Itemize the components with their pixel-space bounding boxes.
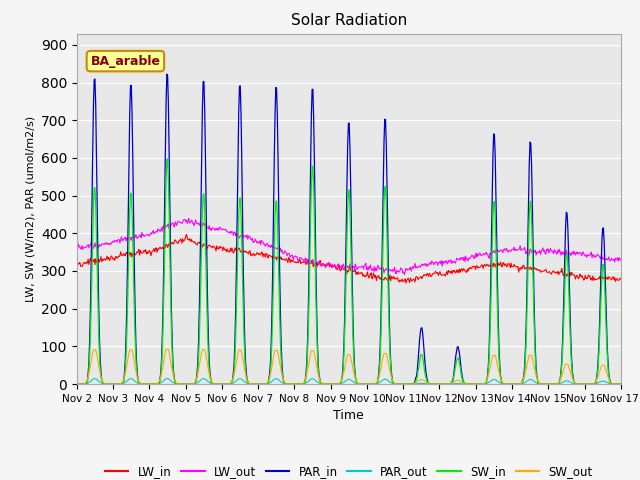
PAR_in <box>431 381 439 387</box>
LW_out <box>617 257 625 263</box>
SW_in <box>164 156 172 162</box>
Title: Solar Radiation: Solar Radiation <box>291 13 407 28</box>
SW_in <box>416 360 424 366</box>
SW_out <box>431 381 439 387</box>
LW_in <box>83 259 90 265</box>
PAR_out <box>195 379 202 385</box>
Text: BA_arable: BA_arable <box>90 55 161 68</box>
LW_in <box>223 246 231 252</box>
PAR_out <box>223 381 231 387</box>
PAR_in <box>223 381 231 387</box>
LW_out <box>433 259 440 265</box>
Legend: LW_in, LW_out, PAR_in, PAR_out, SW_in, SW_out: LW_in, LW_out, PAR_in, PAR_out, SW_in, S… <box>100 461 598 480</box>
PAR_out <box>431 381 439 387</box>
PAR_out <box>83 381 90 386</box>
SW_out <box>83 378 90 384</box>
SW_out <box>223 381 231 387</box>
LW_in <box>402 280 410 286</box>
Line: SW_in: SW_in <box>77 159 621 384</box>
Line: PAR_in: PAR_in <box>77 74 621 384</box>
LW_out <box>83 243 90 249</box>
SW_in <box>73 381 81 387</box>
SW_out <box>195 367 202 373</box>
LW_in <box>195 240 202 245</box>
LW_in <box>417 274 424 280</box>
LW_in <box>617 276 625 282</box>
PAR_in <box>83 381 90 386</box>
Y-axis label: LW, SW (W/m2), PAR (umol/m2/s): LW, SW (W/m2), PAR (umol/m2/s) <box>25 116 35 302</box>
LW_in <box>139 251 147 256</box>
SW_in <box>431 381 439 387</box>
LW_out <box>195 221 202 227</box>
SW_in <box>223 381 231 387</box>
LW_out <box>185 216 193 221</box>
SW_in <box>195 354 202 360</box>
SW_out <box>416 377 424 383</box>
SW_in <box>139 381 147 387</box>
LW_in <box>182 231 190 237</box>
SW_out <box>139 381 147 387</box>
PAR_in <box>139 381 147 387</box>
PAR_out <box>139 381 147 387</box>
SW_in <box>617 381 625 387</box>
PAR_in <box>73 381 81 387</box>
SW_out <box>617 381 625 387</box>
PAR_in <box>163 72 171 77</box>
SW_out <box>162 347 170 352</box>
PAR_in <box>416 337 424 343</box>
LW_out <box>223 228 231 234</box>
LW_out <box>73 245 81 251</box>
SW_out <box>73 381 81 387</box>
X-axis label: Time: Time <box>333 409 364 422</box>
LW_out <box>401 272 408 277</box>
Line: PAR_out: PAR_out <box>77 379 621 384</box>
PAR_out <box>416 381 424 386</box>
LW_out <box>417 264 424 270</box>
LW_in <box>73 264 81 270</box>
SW_in <box>83 380 90 386</box>
PAR_out <box>73 381 81 387</box>
LW_in <box>433 269 440 275</box>
PAR_in <box>195 338 202 344</box>
PAR_in <box>617 381 625 387</box>
Line: LW_in: LW_in <box>77 234 621 283</box>
PAR_out <box>164 376 172 382</box>
PAR_out <box>617 381 625 387</box>
LW_out <box>139 233 147 239</box>
Line: LW_out: LW_out <box>77 218 621 275</box>
Line: SW_out: SW_out <box>77 349 621 384</box>
